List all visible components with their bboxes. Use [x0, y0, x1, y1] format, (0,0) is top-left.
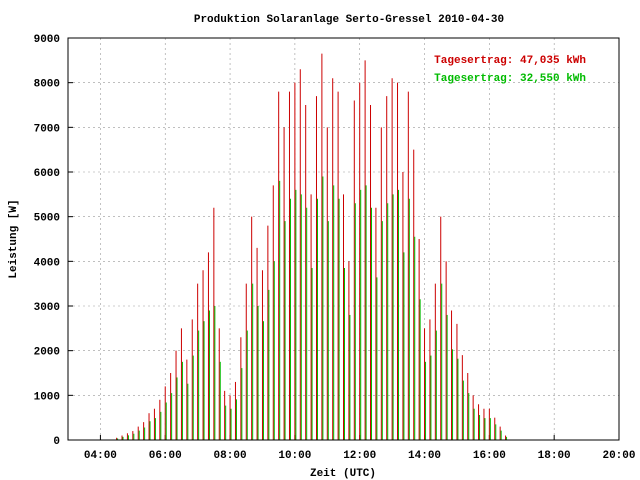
- x-tick-label: 04:00: [84, 450, 117, 462]
- y-tick-label: 2000: [34, 347, 60, 359]
- y-tick-label: 1000: [34, 391, 60, 403]
- x-tick-label: 06:00: [149, 450, 182, 462]
- y-tick-label: 5000: [34, 213, 60, 225]
- y-tick-label: 6000: [34, 168, 60, 180]
- plot-frame: [67, 37, 620, 441]
- y-tick-label: 0: [53, 436, 60, 448]
- y-tick-label: 9000: [34, 34, 60, 46]
- chart-title: Produktion Solaranlage Serto-Gressel 201…: [194, 14, 504, 26]
- x-tick-label: 20:00: [602, 450, 635, 462]
- legend-entry: Tagesertrag: 47,035 kWh: [434, 55, 586, 67]
- y-tick-label: 8000: [34, 79, 60, 91]
- x-tick-label: 12:00: [343, 450, 376, 462]
- x-tick-label: 16:00: [473, 450, 506, 462]
- x-tick-label: 08:00: [214, 450, 247, 462]
- y-tick-label: 4000: [34, 257, 60, 269]
- y-axis-label: Leistung [W]: [8, 199, 20, 278]
- x-tick-label: 10:00: [278, 450, 311, 462]
- legend-entry: Tagesertrag: 32,550 kWh: [434, 73, 586, 85]
- x-tick-label: 14:00: [408, 450, 441, 462]
- x-axis-label: Zeit (UTC): [310, 468, 376, 480]
- y-tick-label: 7000: [34, 123, 60, 135]
- y-tick-label: 3000: [34, 302, 60, 314]
- x-tick-label: 18:00: [538, 450, 571, 462]
